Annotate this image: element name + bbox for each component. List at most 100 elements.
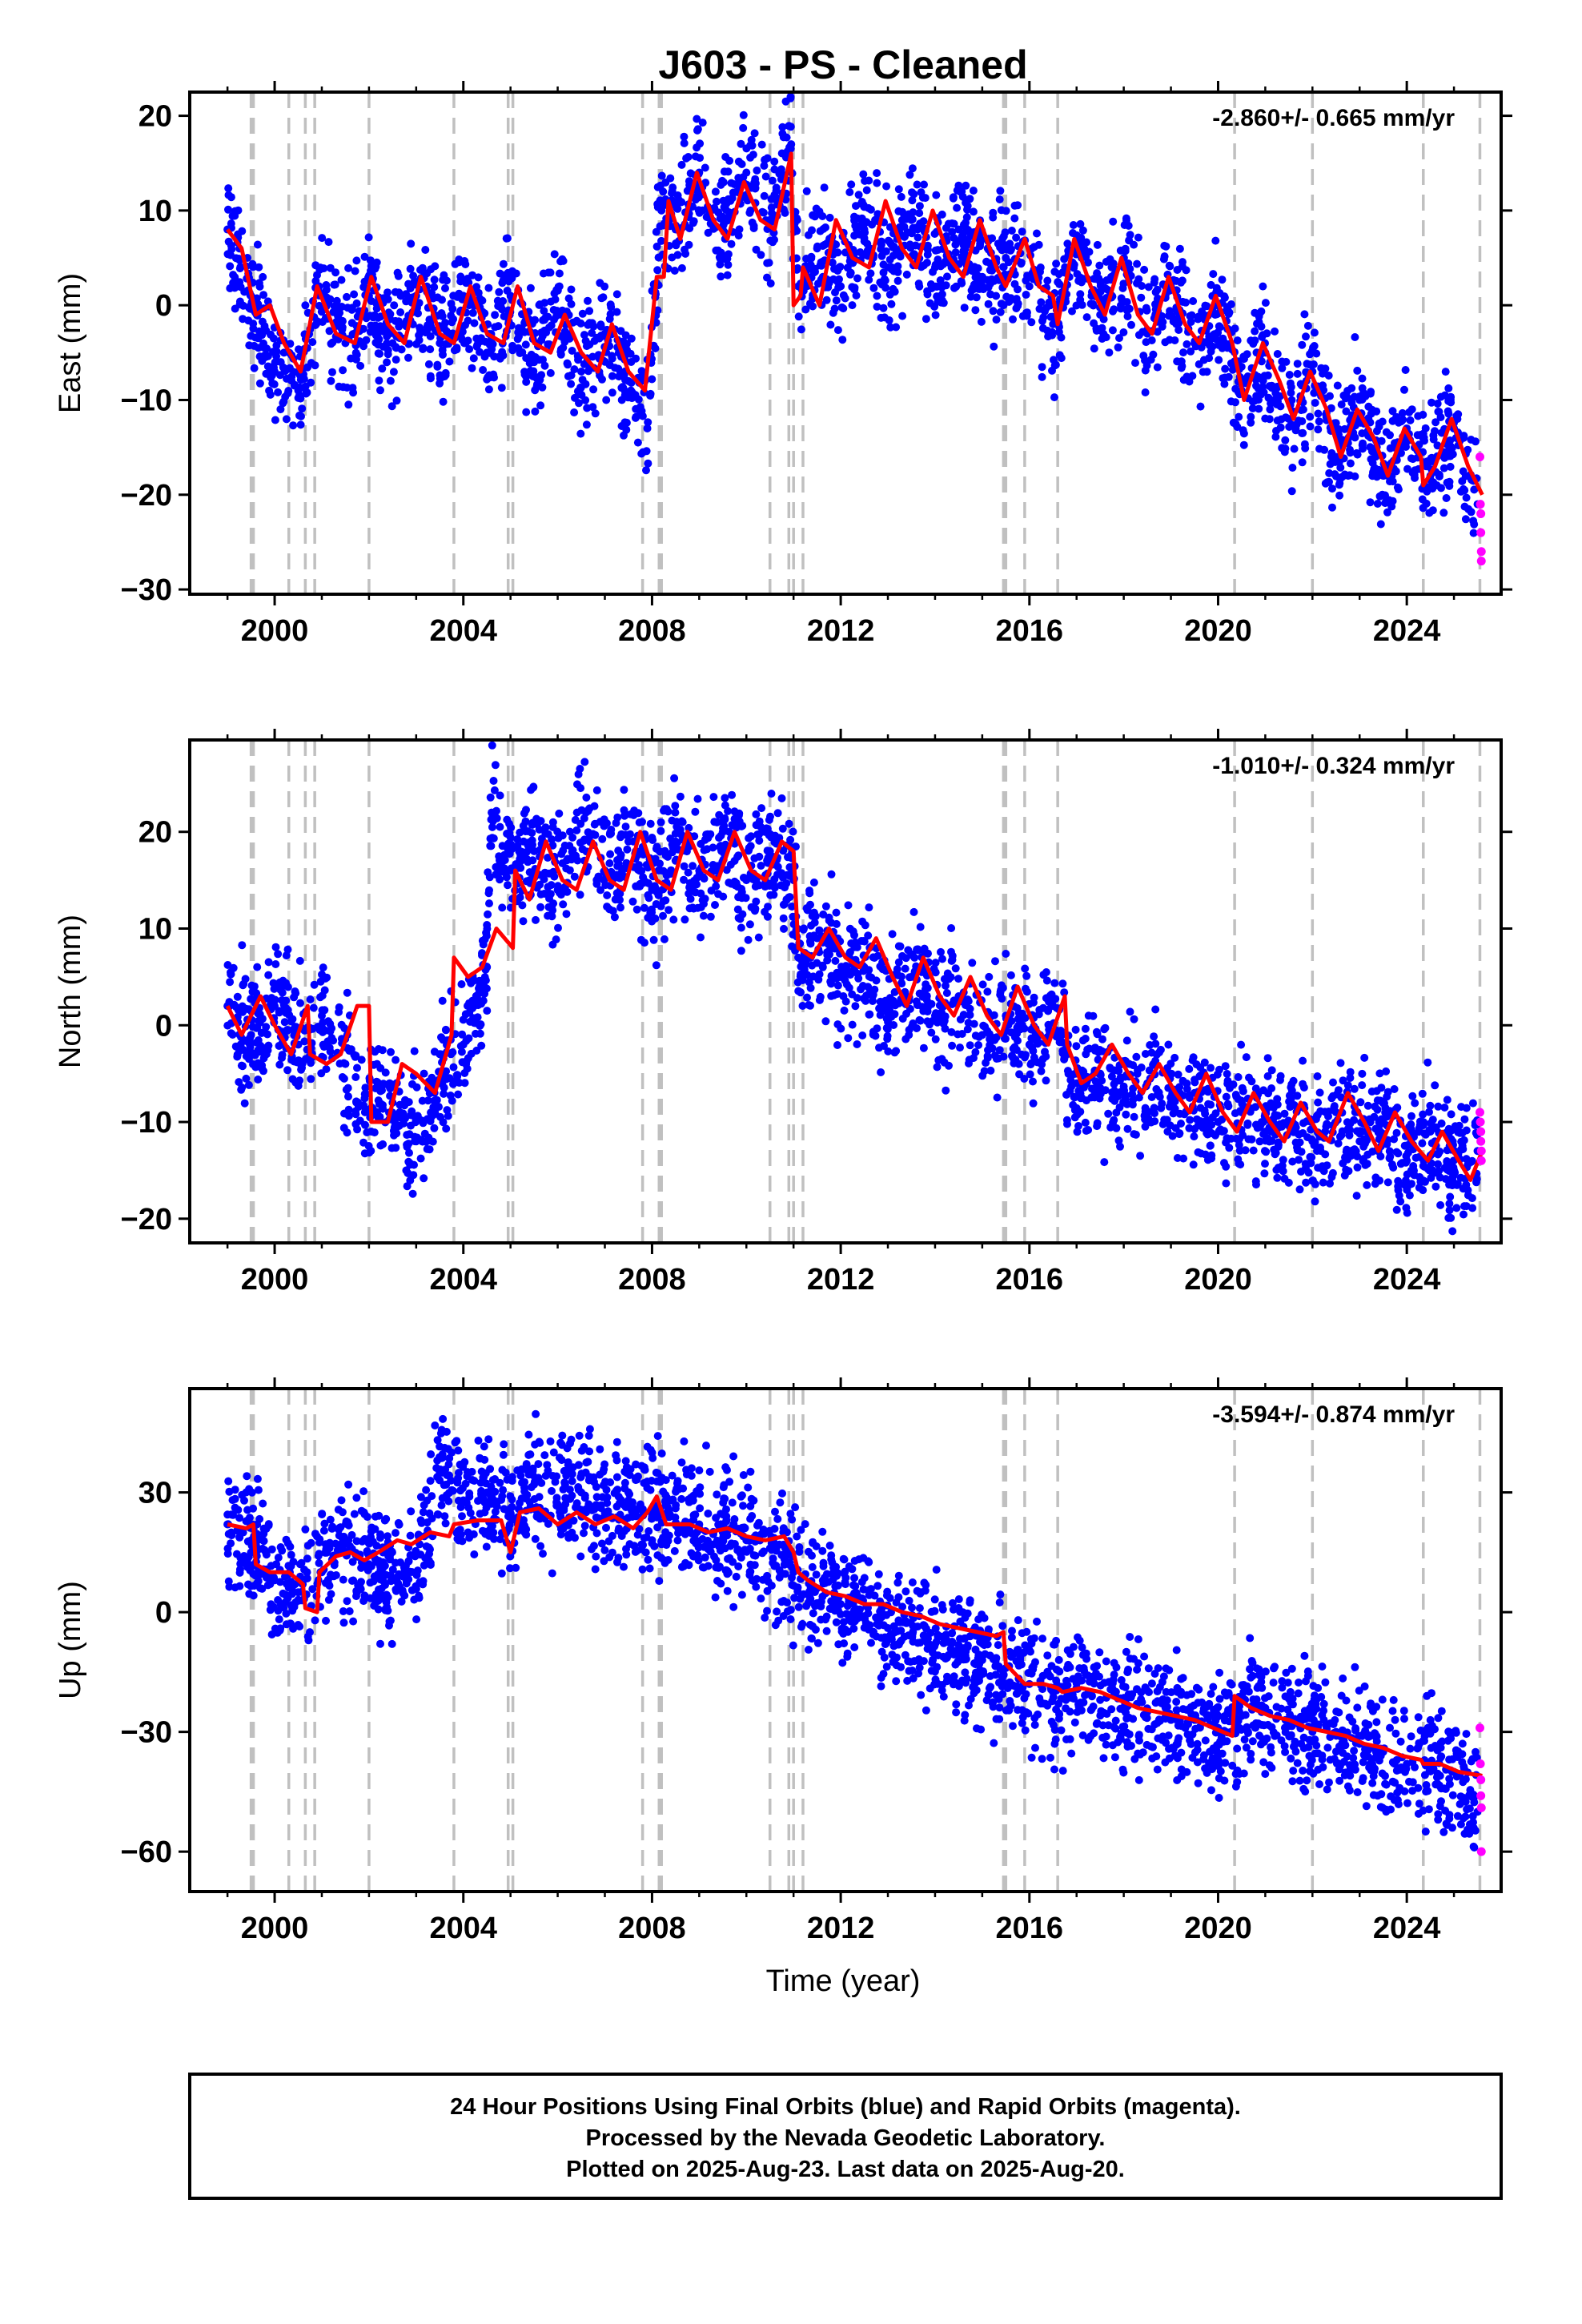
data-point — [456, 333, 465, 342]
data-point — [968, 959, 977, 967]
data-point — [677, 263, 686, 272]
data-point — [886, 323, 895, 332]
data-point — [1186, 1116, 1195, 1124]
data-point — [976, 239, 985, 248]
data-point — [1002, 254, 1010, 263]
data-point — [396, 308, 405, 316]
data-point — [730, 180, 739, 189]
data-point — [1251, 1084, 1260, 1093]
data-point — [470, 319, 479, 328]
data-point — [227, 245, 236, 254]
data-point — [552, 286, 561, 295]
data-point — [850, 231, 859, 240]
data-point — [361, 1084, 370, 1092]
data-point — [1358, 1127, 1367, 1136]
data-point — [407, 1121, 415, 1130]
data-point — [1267, 399, 1275, 408]
data-point — [529, 783, 538, 792]
data-point — [739, 123, 748, 132]
data-point — [436, 1112, 445, 1121]
data-point — [505, 819, 514, 828]
data-point — [1278, 364, 1287, 372]
data-point — [1353, 366, 1362, 375]
data-point — [580, 331, 588, 340]
data-point — [737, 923, 745, 932]
data-point — [578, 309, 587, 318]
data-point — [1189, 1160, 1198, 1169]
data-point — [259, 291, 268, 300]
data-point — [1272, 383, 1281, 392]
data-point — [1117, 301, 1125, 310]
data-point — [914, 279, 923, 288]
data-point — [537, 336, 546, 344]
data-point — [1220, 380, 1229, 388]
data-point — [1342, 407, 1351, 416]
data-point — [1314, 409, 1323, 418]
data-point — [721, 794, 729, 802]
data-point — [873, 1024, 881, 1033]
data-point — [1007, 227, 1016, 235]
data-point — [1272, 1165, 1281, 1174]
data-point — [643, 424, 652, 432]
data-point — [1358, 429, 1367, 438]
data-point — [1260, 1169, 1269, 1178]
data-point — [882, 1014, 891, 1023]
data-point — [933, 1063, 942, 1072]
data-point — [815, 926, 824, 935]
data-point — [424, 321, 432, 330]
data-point — [572, 851, 580, 860]
x-tick-label: 2024 — [1373, 614, 1441, 648]
data-point — [1298, 417, 1307, 425]
data-point — [778, 824, 787, 833]
data-point — [1298, 458, 1307, 467]
data-point — [1221, 373, 1229, 382]
data-point — [1431, 1081, 1439, 1090]
data-point — [1265, 415, 1274, 424]
data-point — [1151, 1005, 1160, 1014]
data-point — [424, 360, 433, 368]
data-point — [1346, 445, 1354, 454]
data-point — [340, 1024, 349, 1033]
data-point — [463, 275, 472, 283]
data-point — [860, 225, 869, 234]
data-point — [1366, 389, 1375, 398]
data-point — [1353, 1152, 1362, 1161]
data-point — [430, 275, 439, 284]
data-point — [1434, 1160, 1442, 1168]
data-point — [1203, 302, 1211, 311]
data-point — [1185, 1124, 1194, 1132]
data-point — [1010, 214, 1019, 223]
data-point — [427, 265, 436, 274]
data-point — [885, 255, 894, 264]
data-point — [316, 993, 324, 1002]
data-point — [617, 396, 626, 404]
data-point — [1167, 312, 1176, 321]
data-point — [489, 816, 498, 825]
data-point — [978, 980, 987, 989]
data-point — [930, 230, 939, 238]
data-point — [553, 827, 562, 836]
data-point — [405, 1148, 413, 1157]
data-point — [278, 1054, 286, 1062]
data-point — [642, 466, 650, 475]
data-point — [426, 345, 435, 354]
data-point — [715, 810, 724, 819]
data-point — [379, 1100, 387, 1109]
data-point — [608, 352, 616, 360]
data-point — [1400, 385, 1408, 394]
data-point — [1194, 315, 1203, 324]
data-point — [1364, 402, 1373, 411]
data-point — [1441, 1175, 1450, 1184]
data-point — [667, 866, 676, 875]
model-fit-line — [226, 151, 1484, 496]
data-point — [1223, 1100, 1232, 1108]
data-point — [671, 808, 680, 817]
data-point — [547, 881, 556, 890]
data-point — [888, 930, 897, 939]
data-point — [990, 342, 998, 351]
data-point — [818, 212, 827, 220]
data-point — [1468, 1099, 1477, 1108]
data-point — [262, 326, 271, 335]
data-point — [1006, 294, 1015, 303]
data-point — [1299, 1056, 1307, 1065]
